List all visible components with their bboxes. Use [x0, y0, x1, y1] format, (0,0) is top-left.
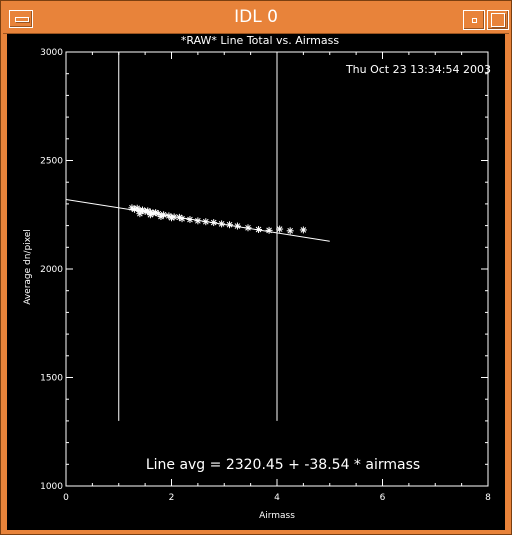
- menu-bar-icon: [15, 17, 29, 22]
- scatter-plot: *RAW* Line Total vs. Airmass Thu Oct 23 …: [23, 34, 491, 521]
- maximize-button[interactable]: [487, 10, 509, 30]
- data-point: [210, 219, 218, 227]
- data-point: [265, 226, 273, 234]
- data-point-stroke: [266, 227, 272, 234]
- y-axis-label: Average dn/pixel: [23, 229, 33, 305]
- data-point: [157, 212, 165, 220]
- data-point-stroke: [245, 224, 251, 231]
- data-point-stroke: [176, 214, 183, 221]
- data-point-stroke: [168, 214, 175, 221]
- data-point-stroke: [152, 209, 159, 216]
- data-point-stroke: [255, 226, 262, 233]
- data-point-stroke: [210, 219, 217, 226]
- y-tick-label: 2000: [40, 265, 63, 275]
- data-point-stroke: [139, 207, 146, 213]
- y-tick-label: 3000: [40, 48, 63, 58]
- data-point-stroke: [276, 226, 283, 232]
- data-point: [146, 211, 154, 219]
- data-point-stroke: [202, 218, 209, 225]
- data-point-stroke: [195, 217, 201, 224]
- data-point: [178, 215, 186, 223]
- minimize-icon: [472, 18, 477, 23]
- x-tick-label: 4: [274, 493, 280, 503]
- data-point: [218, 220, 226, 228]
- x-tick-label: 6: [380, 493, 386, 503]
- data-point-stroke: [129, 204, 135, 211]
- plot-canvas: *RAW* Line Total vs. Airmass Thu Oct 23 …: [7, 34, 505, 530]
- x-tick-label: 0: [63, 493, 69, 503]
- data-point-stroke: [187, 216, 193, 223]
- data-point: [276, 225, 284, 233]
- x-axis-label: Airmass: [259, 511, 295, 521]
- data-point: [244, 224, 252, 232]
- x-tick-label: 2: [169, 493, 175, 503]
- chart-marks: [65, 52, 330, 421]
- data-point: [194, 217, 202, 225]
- y-tick-label: 2500: [40, 157, 63, 167]
- axes: 0 2 4 6 8 1000 1500 2000 2500 3000: [40, 48, 491, 503]
- data-point-stroke: [300, 227, 307, 233]
- y-tick-label: 1500: [40, 374, 63, 384]
- chart-title: *RAW* Line Total vs. Airmass: [181, 34, 339, 47]
- data-point: [226, 221, 234, 229]
- y-tick-label: 1000: [40, 482, 63, 492]
- minimize-button[interactable]: [463, 10, 485, 30]
- data-point-stroke: [218, 221, 225, 227]
- x-tick-label: 8: [485, 493, 491, 503]
- title-bar[interactable]: IDL 0: [3, 3, 509, 34]
- data-point-stroke: [234, 223, 241, 229]
- data-point-stroke: [226, 221, 233, 228]
- data-point: [186, 216, 194, 224]
- data-point: [202, 218, 210, 226]
- data-point-stroke: [137, 210, 143, 217]
- data-point-stroke: [287, 227, 294, 234]
- maximize-icon: [491, 13, 505, 27]
- data-point-stroke: [158, 213, 164, 220]
- timestamp: Thu Oct 23 13:34:54 2003: [345, 63, 491, 76]
- window-menu-button[interactable]: [9, 10, 33, 28]
- data-point: [286, 227, 294, 235]
- data-point: [233, 222, 241, 230]
- fit-annotation: Line avg = 2320.45 + -38.54 * airmass: [146, 457, 420, 473]
- data-point: [299, 226, 307, 234]
- data-point: [255, 226, 263, 234]
- data-point: [136, 210, 144, 218]
- data-point-stroke: [144, 208, 151, 214]
- window-title: IDL 0: [234, 7, 278, 27]
- data-point-stroke: [155, 210, 162, 217]
- data-point-stroke: [147, 211, 154, 218]
- data-point: [168, 214, 175, 222]
- data-point-stroke: [179, 215, 185, 222]
